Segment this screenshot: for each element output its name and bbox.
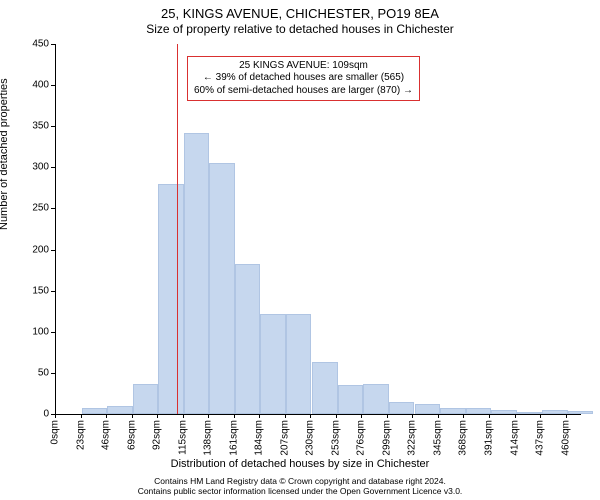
y-tick-label: 300 — [0, 162, 55, 173]
chart-title-line1: 25, KINGS AVENUE, CHICHESTER, PO19 8EA — [0, 6, 600, 21]
x-tick-mark — [81, 414, 82, 418]
chart-container: 25, KINGS AVENUE, CHICHESTER, PO19 8EA S… — [0, 0, 600, 500]
annotation-line3: 60% of semi-detached houses are larger (… — [194, 85, 413, 98]
x-tick-label: 414sqm — [509, 420, 520, 456]
x-tick-label: 345sqm — [432, 420, 443, 456]
x-tick-mark — [310, 414, 311, 418]
x-tick-mark — [566, 414, 567, 418]
x-tick-mark — [463, 414, 464, 418]
histogram-bar — [568, 411, 594, 414]
y-tick-mark — [51, 208, 55, 209]
x-tick-mark — [208, 414, 209, 418]
y-tick-label: 0 — [0, 409, 55, 420]
x-tick-label: 69sqm — [126, 420, 137, 450]
x-tick-mark — [106, 414, 107, 418]
x-tick-mark — [285, 414, 286, 418]
x-tick-label: 276sqm — [356, 420, 367, 456]
x-tick-label: 138sqm — [203, 420, 214, 456]
y-tick-mark — [51, 332, 55, 333]
histogram-bar — [542, 410, 568, 414]
annotation-line1: 25 KINGS AVENUE: 109sqm — [194, 60, 413, 73]
histogram-bar — [491, 410, 517, 414]
x-tick-label: 391sqm — [483, 420, 494, 456]
y-tick-label: 50 — [0, 367, 55, 378]
chart-title-line2: Size of property relative to detached ho… — [0, 22, 600, 36]
histogram-bar — [209, 163, 235, 414]
x-tick-label: 92sqm — [152, 420, 163, 450]
x-tick-mark — [234, 414, 235, 418]
x-tick-mark — [361, 414, 362, 418]
x-tick-mark — [489, 414, 490, 418]
histogram-bar — [440, 408, 466, 414]
x-tick-mark — [438, 414, 439, 418]
plot-area: 25 KINGS AVENUE: 109sqm← 39% of detached… — [55, 44, 581, 415]
x-tick-mark — [55, 414, 56, 418]
reference-vline — [177, 44, 178, 414]
y-tick-mark — [51, 373, 55, 374]
histogram-bar — [415, 404, 441, 414]
y-tick-mark — [51, 44, 55, 45]
x-tick-mark — [183, 414, 184, 418]
x-tick-mark — [515, 414, 516, 418]
x-tick-label: 115sqm — [177, 420, 188, 455]
x-tick-label: 368sqm — [458, 420, 469, 456]
y-tick-label: 250 — [0, 203, 55, 214]
y-tick-label: 400 — [0, 80, 55, 91]
x-tick-mark — [412, 414, 413, 418]
x-tick-label: 437sqm — [535, 420, 546, 456]
histogram-bar — [82, 408, 108, 414]
x-tick-label: 460sqm — [560, 420, 571, 456]
histogram-bar — [312, 362, 338, 414]
x-tick-label: 230sqm — [305, 420, 316, 456]
histogram-bar — [235, 264, 261, 414]
x-tick-label: 207sqm — [279, 420, 290, 456]
histogram-bar — [363, 384, 389, 414]
x-tick-label: 161sqm — [228, 420, 239, 456]
histogram-bar — [517, 412, 543, 414]
annotation-box: 25 KINGS AVENUE: 109sqm← 39% of detached… — [187, 56, 420, 102]
x-tick-mark — [336, 414, 337, 418]
x-tick-mark — [259, 414, 260, 418]
x-tick-mark — [540, 414, 541, 418]
histogram-bar — [286, 314, 312, 414]
y-tick-label: 150 — [0, 285, 55, 296]
x-tick-label: 184sqm — [254, 420, 265, 456]
x-tick-label: 23sqm — [75, 420, 86, 450]
x-tick-label: 0sqm — [50, 420, 61, 444]
y-tick-mark — [51, 126, 55, 127]
histogram-bar — [133, 384, 159, 414]
histogram-bar — [260, 314, 286, 414]
x-tick-mark — [387, 414, 388, 418]
annotation-line2: ← 39% of detached houses are smaller (56… — [194, 72, 413, 85]
x-tick-label: 46sqm — [101, 420, 112, 450]
footer-line2: Contains public sector information licen… — [0, 486, 600, 496]
histogram-bar — [107, 406, 133, 414]
y-tick-label: 350 — [0, 121, 55, 132]
y-tick-mark — [51, 167, 55, 168]
histogram-bar — [338, 385, 364, 414]
y-tick-label: 200 — [0, 244, 55, 255]
histogram-bar — [158, 184, 184, 414]
x-tick-mark — [132, 414, 133, 418]
x-tick-label: 322sqm — [407, 420, 418, 456]
y-tick-label: 450 — [0, 39, 55, 50]
x-tick-label: 253sqm — [330, 420, 341, 456]
x-axis-label: Distribution of detached houses by size … — [0, 458, 600, 470]
y-tick-mark — [51, 85, 55, 86]
footer-attribution: Contains HM Land Registry data © Crown c… — [0, 476, 600, 496]
x-tick-mark — [157, 414, 158, 418]
y-tick-mark — [51, 250, 55, 251]
x-tick-label: 299sqm — [381, 420, 392, 456]
y-tick-label: 100 — [0, 326, 55, 337]
histogram-bar — [389, 402, 415, 414]
y-tick-mark — [51, 291, 55, 292]
histogram-bar — [466, 408, 492, 414]
footer-line1: Contains HM Land Registry data © Crown c… — [0, 476, 600, 486]
histogram-bar — [184, 133, 210, 414]
